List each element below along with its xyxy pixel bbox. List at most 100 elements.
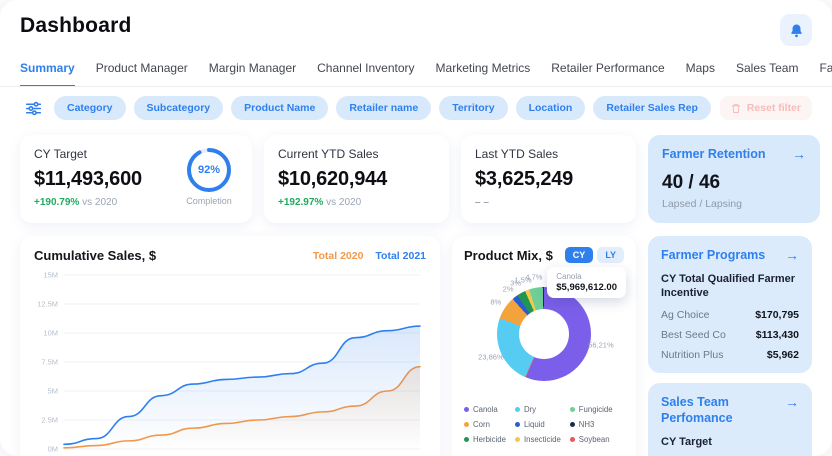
filter-pill-retailer-sales-rep[interactable]: Retailer Sales Rep	[593, 96, 711, 120]
legend-label: Herbicide	[473, 435, 506, 444]
tab-marketing-metrics[interactable]: Marketing Metrics	[435, 61, 531, 75]
filter-settings-button[interactable]	[20, 96, 46, 120]
tab-summary[interactable]: Summary	[20, 57, 75, 86]
svg-text:0M: 0M	[48, 445, 58, 454]
tab-channel-inventory[interactable]: Channel Inventory	[317, 61, 415, 75]
stat-row: Ag Choice $170,795	[661, 309, 799, 321]
delta-percent: – –	[475, 197, 489, 208]
donut-wrapper: Canola $5,969,612.00 56,21% 23,86% 8% 2% 3% 1…	[464, 267, 626, 395]
kpi-delta: – –	[475, 197, 622, 208]
legend-item-nh3[interactable]: NH3	[569, 420, 613, 429]
sliders-icon	[25, 101, 41, 115]
farmer-programs-rows: Ag Choice $170,795 Best Seed Co $113,430 Nut…	[661, 309, 799, 361]
stat-label: Ag Choice	[661, 309, 710, 322]
tab-sales-team[interactable]: Sales Team	[735, 61, 799, 75]
svg-text:15M: 15M	[43, 271, 58, 280]
product-mix-legend: Canola Corn Herbicide Dry Liquid Insecticide F…	[464, 405, 624, 444]
toggle-cy[interactable]: CY	[564, 247, 594, 263]
legend-item-dry[interactable]: Dry	[514, 405, 561, 414]
chart-header: Cumulative Sales, $ Total 2020 Total 202…	[34, 248, 426, 263]
legend-label: Fungicide	[578, 405, 613, 414]
tab-farmers[interactable]: Farmers	[819, 61, 832, 75]
card-header: Sales Team Perfomance →	[661, 395, 799, 426]
slice-label-fungicide: 4,7%	[525, 272, 543, 282]
charts-row: Cumulative Sales, $ Total 2020 Total 202…	[0, 223, 832, 456]
legend-label: Soybean	[578, 435, 610, 444]
farmer-programs-card[interactable]: Farmer Programs → CY Total Qualified Far…	[648, 236, 812, 374]
arrow-right-icon[interactable]: →	[785, 394, 799, 411]
legend-item-liquid[interactable]: Liquid	[514, 420, 561, 429]
slice-label-insecticide: 1,5%	[514, 275, 532, 285]
farmer-retention-card[interactable]: Farmer Retention → 40 / 46 Lapsed / Laps…	[648, 135, 820, 223]
filter-pill-category[interactable]: Category	[54, 96, 126, 120]
kpi-last-ytd: Last YTD Sales $3,625,249 – –	[461, 135, 636, 223]
legend-dot	[569, 422, 575, 427]
chart-title: Product Mix, $	[464, 247, 553, 263]
slice-label-corn: 8%	[490, 297, 502, 307]
filter-pill-territory[interactable]: Territory	[439, 96, 508, 120]
svg-text:10M: 10M	[43, 329, 58, 338]
legend-item-insecticide[interactable]: Insecticide	[514, 435, 561, 444]
tab-retailer-performance[interactable]: Retailer Performance	[551, 61, 665, 75]
cumulative-sales-card: Cumulative Sales, $ Total 2020 Total 202…	[20, 236, 440, 456]
legend-label: Canola	[473, 405, 498, 414]
toggle-ly[interactable]: LY	[597, 247, 624, 263]
filter-pill-product-name[interactable]: Product Name	[231, 96, 329, 120]
legend-label: Liquid	[523, 420, 545, 429]
arrow-right-icon[interactable]: →	[792, 146, 806, 162]
retention-value: 40 / 46	[662, 171, 721, 193]
svg-text:12.5M: 12.5M	[37, 300, 58, 309]
legend-total-2021[interactable]: Total 2021	[375, 249, 426, 262]
kpi-row: CY Target $11,493,600 +190.79% vs 2020 9…	[0, 128, 832, 223]
legend-total-2020[interactable]: Total 2020	[312, 249, 364, 262]
stat-row: Best Seed Co $113,430	[661, 329, 799, 341]
kpi-current-ytd: Current YTD Sales $10,620,944 +192.97% v…	[264, 135, 449, 223]
legend-item-fungicide[interactable]: Fungicide	[569, 405, 613, 414]
line-chart-legend: Total 2020 Total 2021	[313, 250, 426, 262]
legend-label: Insecticide	[523, 435, 561, 444]
retention-subtitle: Lapsed / Lapsing	[662, 197, 742, 210]
arrow-right-icon[interactable]: →	[785, 247, 799, 263]
tooltip-label: Canola	[556, 272, 582, 281]
legend-dot	[464, 437, 469, 442]
legend-item-canola[interactable]: Canola	[464, 405, 506, 414]
stat-value: $170,795	[755, 309, 799, 322]
stat-value: $5,962	[766, 349, 799, 362]
trash-icon	[731, 103, 740, 113]
filter-pill-retailer-name[interactable]: Retailer name	[336, 96, 432, 120]
filter-pill-location[interactable]: Location	[515, 96, 586, 120]
stat-row: Nutrition Plus $5,962	[661, 349, 799, 361]
filter-pills: Category Subcategory Product Name Retailer …	[54, 96, 711, 120]
right-column: Farmer Programs → CY Total Qualified Far…	[648, 236, 812, 456]
cumulative-sales-chart[interactable]: 0M2.5M5M7.5M10M12.5M15MJanFebMarAprMayJu…	[34, 265, 426, 456]
legend-dot	[514, 407, 520, 412]
legend-dot	[464, 407, 469, 412]
completion-block: 92% Completion	[180, 147, 238, 211]
tab-margin-manager[interactable]: Margin Manager	[208, 61, 297, 75]
reset-filter-button[interactable]: Reset filter	[719, 96, 812, 120]
donut-tooltip: Canola $5,969,612.00	[547, 267, 626, 298]
kpi-label: CY Target	[34, 147, 87, 161]
delta-percent: +190.79%	[34, 197, 80, 208]
chart-header: Product Mix, $ CY LY	[464, 247, 624, 263]
svg-text:7.5M: 7.5M	[41, 358, 58, 367]
card-header: Farmer Retention →	[662, 147, 806, 163]
card-title: Farmer Retention	[662, 147, 766, 161]
product-mix-card: Product Mix, $ CY LY Canola $5,969,612.00…	[452, 236, 636, 456]
notifications-button[interactable]	[780, 14, 812, 46]
legend-item-soybean[interactable]: Soybean	[569, 435, 613, 444]
donut-chart[interactable]	[497, 287, 591, 381]
filter-bar: Category Subcategory Product Name Retailer …	[0, 87, 832, 128]
card-title: Farmer Programs	[661, 248, 766, 262]
sales-team-card[interactable]: Sales Team Perfomance → CY Target A. Sta…	[648, 383, 812, 456]
completion-percent: 92%	[197, 164, 221, 176]
tab-product-manager[interactable]: Product Manager	[95, 61, 188, 75]
top-bar: Dashboard	[0, 0, 832, 46]
filter-pill-subcategory[interactable]: Subcategory	[133, 96, 224, 120]
tab-maps[interactable]: Maps	[685, 61, 715, 75]
legend-item-herbicide[interactable]: Herbicide	[464, 435, 506, 444]
kpi-label: Current YTD Sales	[278, 147, 379, 161]
legend-item-corn[interactable]: Corn	[464, 420, 506, 429]
completion-ring-svg	[187, 148, 231, 192]
